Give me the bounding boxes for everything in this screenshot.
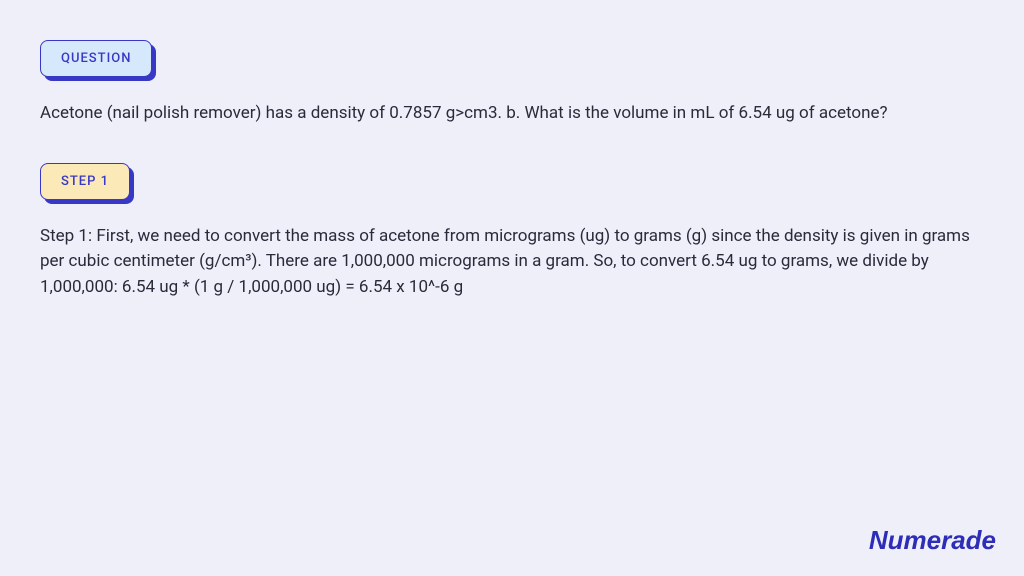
step-badge-label: STEP 1: [61, 174, 109, 189]
step-text: Step 1: First, we need to convert the ma…: [40, 224, 984, 301]
question-section: QUESTION Acetone (nail polish remover) h…: [40, 40, 984, 127]
step-badge: STEP 1: [40, 163, 130, 200]
question-badge-label: QUESTION: [61, 51, 131, 66]
step-section: STEP 1 Step 1: First, we need to convert…: [40, 163, 984, 301]
question-badge: QUESTION: [40, 40, 152, 77]
question-text: Acetone (nail polish remover) has a dens…: [40, 101, 984, 127]
numerade-logo: Numerade: [869, 525, 996, 556]
